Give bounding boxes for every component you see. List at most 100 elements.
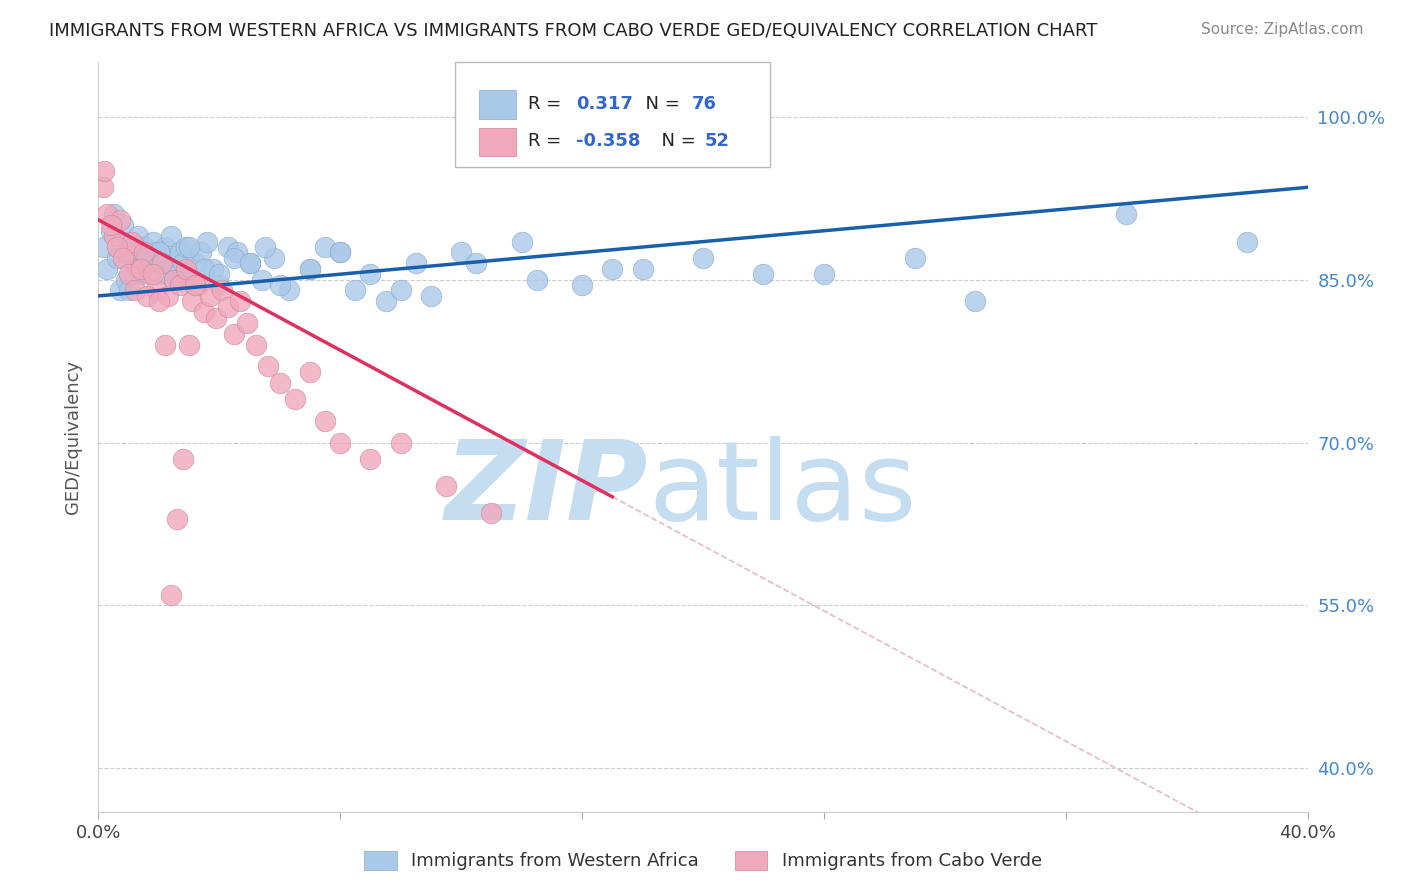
Point <box>118 267 141 281</box>
Point <box>129 267 152 281</box>
Point <box>108 284 131 298</box>
Point <box>163 272 186 286</box>
Point <box>127 261 149 276</box>
Point <box>245 338 267 352</box>
Point <box>602 261 624 276</box>
Point <box>526 272 548 286</box>
Point <box>692 251 714 265</box>
Point <box>153 338 176 352</box>
Point <box>239 256 262 270</box>
Point <box>129 261 152 276</box>
Point <box>132 245 155 260</box>
Point <box>374 294 396 309</box>
Point <box>105 240 128 254</box>
Point <box>132 240 155 254</box>
Point <box>169 278 191 293</box>
Text: -0.358: -0.358 <box>576 132 641 150</box>
Point <box>148 294 170 309</box>
Point <box>111 219 134 233</box>
Point <box>96 261 118 276</box>
Point <box>121 245 143 260</box>
Point <box>179 338 201 352</box>
Bar <box>479 90 516 119</box>
Text: R =: R = <box>527 95 567 112</box>
Point <box>510 235 533 249</box>
Point <box>93 240 115 254</box>
Point <box>190 245 212 260</box>
Point <box>329 435 352 450</box>
Point <box>329 245 352 260</box>
Point <box>181 294 204 309</box>
Text: 76: 76 <box>692 95 717 112</box>
Point <box>904 251 927 265</box>
Point <box>124 284 146 298</box>
Legend: Immigrants from Western Africa, Immigrants from Cabo Verde: Immigrants from Western Africa, Immigran… <box>357 844 1049 878</box>
Point <box>1115 207 1137 221</box>
Point <box>184 278 207 293</box>
Text: IMMIGRANTS FROM WESTERN AFRICA VS IMMIGRANTS FROM CABO VERDE GED/EQUIVALENCY COR: IMMIGRANTS FROM WESTERN AFRICA VS IMMIGR… <box>49 22 1098 40</box>
Text: 0.317: 0.317 <box>576 95 633 112</box>
Point <box>360 451 382 466</box>
Point <box>166 511 188 525</box>
Point <box>202 261 225 276</box>
Point <box>93 164 115 178</box>
Point <box>114 245 136 260</box>
Point <box>169 245 191 260</box>
Point <box>299 261 322 276</box>
Point <box>224 251 246 265</box>
Point <box>631 261 654 276</box>
Point <box>145 284 167 298</box>
Point <box>163 272 186 286</box>
Point <box>211 284 233 298</box>
Point <box>250 272 273 286</box>
Point <box>217 300 239 314</box>
Point <box>121 235 143 249</box>
Point <box>179 240 201 254</box>
Point <box>156 251 179 265</box>
Y-axis label: GED/Equivalency: GED/Equivalency <box>63 360 82 514</box>
Point <box>105 251 128 265</box>
Point <box>174 240 197 254</box>
Point <box>160 229 183 244</box>
Point <box>813 267 835 281</box>
Point <box>142 267 165 281</box>
Point <box>163 261 186 276</box>
Point <box>150 256 173 270</box>
Point <box>100 224 122 238</box>
Point <box>91 180 114 194</box>
Point <box>193 261 215 276</box>
Point <box>139 267 162 281</box>
Point <box>208 278 231 293</box>
Point <box>103 229 125 244</box>
Point <box>150 256 173 270</box>
Point <box>314 240 336 254</box>
Point <box>166 272 188 286</box>
Point <box>132 256 155 270</box>
Point <box>100 219 122 233</box>
Point <box>208 267 231 281</box>
Point <box>145 245 167 260</box>
Point <box>263 251 285 265</box>
Point <box>135 251 157 265</box>
Point <box>142 235 165 249</box>
Point <box>127 229 149 244</box>
Point <box>205 310 228 325</box>
Text: atlas: atlas <box>648 436 917 543</box>
Point <box>277 284 299 298</box>
Text: R =: R = <box>527 132 567 150</box>
Point <box>200 289 222 303</box>
Point <box>1236 235 1258 249</box>
Point <box>405 256 427 270</box>
Point <box>160 588 183 602</box>
Text: ZIP: ZIP <box>446 436 648 543</box>
Point <box>111 251 134 265</box>
Point <box>752 267 775 281</box>
Point <box>420 289 443 303</box>
Point <box>148 267 170 281</box>
Point <box>103 207 125 221</box>
Point <box>226 245 249 260</box>
Point <box>153 240 176 254</box>
Point <box>360 267 382 281</box>
Point <box>329 245 352 260</box>
Point <box>118 284 141 298</box>
